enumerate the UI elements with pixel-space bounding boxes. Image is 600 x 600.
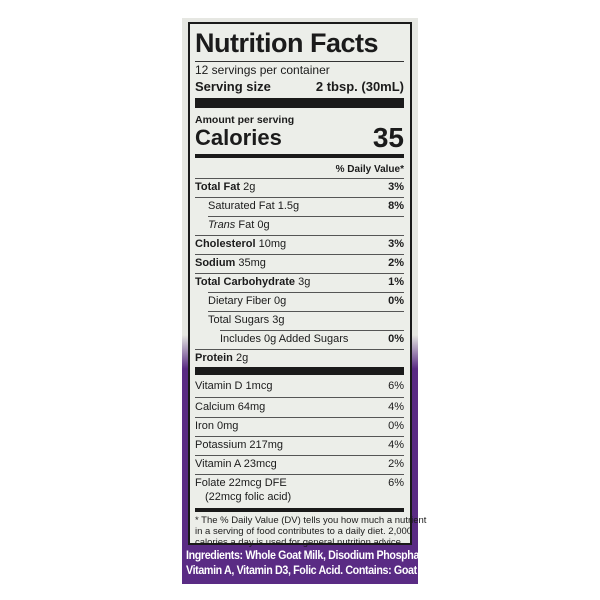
nutrient-dv: 0% bbox=[388, 295, 404, 307]
thick-divider bbox=[195, 98, 404, 108]
nutrient-label: Includes 0g Added Sugars bbox=[220, 333, 349, 345]
nutrient-label: Saturated Fat bbox=[208, 200, 275, 212]
vitamin-dv: 2% bbox=[388, 458, 404, 470]
servings-per-container: 12 servings per container bbox=[195, 63, 330, 77]
calories-label: Calories bbox=[195, 125, 282, 150]
ingredients-statement: Ingredients: Whole Goat Milk, Disodium P… bbox=[186, 549, 442, 579]
nutrient-amount: Fat 0g bbox=[238, 219, 270, 231]
nutrient-label: Dietary Fiber bbox=[208, 295, 271, 307]
vitamin-row: Folate 22mcg DFE 6% bbox=[195, 477, 404, 490]
nutrient-amount: 10mg bbox=[258, 238, 287, 250]
nutrient-row: Total Sugars 3g bbox=[208, 314, 404, 327]
nutrient-label: Cholesterol bbox=[195, 238, 256, 250]
vitamin-dv: 0% bbox=[388, 420, 404, 432]
nutrient-dv: 3% bbox=[388, 181, 404, 193]
calories-value: 35 bbox=[372, 122, 404, 153]
nutrient-label: Sodium bbox=[195, 257, 236, 269]
nutrient-amount: 1.5g bbox=[277, 200, 300, 212]
vitamin-label: Calcium 64mg bbox=[195, 401, 266, 413]
vitamin-label: Vitamin D 1mcg bbox=[195, 380, 273, 392]
nutrient-row: Total Carbohydrate 3g 1% bbox=[195, 276, 404, 289]
vitamin-dv: 6% bbox=[388, 477, 404, 489]
nutrient-dv: 2% bbox=[388, 257, 404, 269]
serving-size: Serving size 2 tbsp. (30mL) bbox=[195, 79, 404, 94]
nutrient-amount: 0g bbox=[274, 295, 287, 307]
nutrient-amount: 3g bbox=[298, 276, 311, 288]
footnote-line: calories a day is used for general nutri… bbox=[195, 537, 404, 548]
nutrient-dv: 0% bbox=[388, 333, 404, 345]
nutrient-amount: 35mg bbox=[238, 257, 266, 269]
ingredients-line: Ingredients: Whole Goat Milk, Disodium P… bbox=[186, 550, 431, 562]
vitamin-row: Vitamin A 23mcg 2% bbox=[195, 458, 404, 471]
serving-size-label: Serving size bbox=[195, 79, 271, 94]
vitamin-label: Potassium 217mg bbox=[195, 439, 284, 451]
medium-divider bbox=[195, 154, 404, 158]
nutrient-row: Includes 0g Added Sugars 0% bbox=[220, 333, 404, 346]
nutrient-amount: 2g bbox=[243, 181, 256, 193]
footnote-line: in a serving of food contributes to a da… bbox=[195, 526, 413, 537]
vitamin-row: Potassium 217mg 4% bbox=[195, 439, 404, 452]
nutrient-label: Total Fat bbox=[195, 181, 241, 193]
nutrient-row: Trans Fat 0g bbox=[208, 219, 404, 232]
ingredients-line: Vitamin A, Vitamin D3, Folic Acid. Conta… bbox=[186, 565, 442, 577]
amount-per-serving: Amount per serving bbox=[195, 114, 295, 126]
nutrient-row: Total Fat 2g 3% bbox=[195, 181, 404, 194]
nutrient-row: Dietary Fiber 0g 0% bbox=[208, 295, 404, 308]
vitamin-row: Vitamin D 1mcg 6% bbox=[195, 380, 404, 393]
vitamin-dv: 4% bbox=[388, 401, 404, 413]
nutrient-dv: 1% bbox=[388, 276, 404, 288]
footnote-line: * The % Daily Value (DV) tells you how m… bbox=[195, 515, 427, 526]
calories-row: Calories 35 bbox=[195, 122, 404, 153]
nutrient-amount: 3g bbox=[272, 314, 285, 326]
nutrient-row: Sodium 35mg 2% bbox=[195, 257, 404, 270]
nutrient-row: Cholesterol 10mg 3% bbox=[195, 238, 404, 251]
vitamin-dv: 4% bbox=[388, 439, 404, 451]
medium-divider bbox=[195, 508, 404, 512]
vitamin-row: Calcium 64mg 4% bbox=[195, 401, 404, 414]
vitamin-row: Iron 0mg 0% bbox=[195, 420, 404, 433]
serving-size-value: 2 tbsp. (30mL) bbox=[315, 79, 404, 94]
thick-divider bbox=[195, 367, 404, 375]
vitamin-label: Folate 22mcg DFE bbox=[195, 477, 287, 489]
nutrient-dv: 3% bbox=[388, 238, 404, 250]
nutrient-label: Total Carbohydrate bbox=[195, 276, 296, 288]
daily-value-header-text: % Daily Value* bbox=[335, 164, 404, 175]
nutrient-label: Protein bbox=[195, 352, 233, 364]
nutrient-row: Protein 2g bbox=[195, 352, 404, 365]
vitamin-dv: 6% bbox=[388, 380, 404, 392]
nutrient-dv: 8% bbox=[388, 200, 404, 212]
nutrition-facts-label: Nutrition Facts 12 servings per containe… bbox=[188, 22, 427, 548]
vitamin-sub: (22mcg folic acid) bbox=[205, 491, 292, 503]
nutrient-label: Trans bbox=[208, 219, 236, 231]
vitamin-label: Vitamin A 23mcg bbox=[195, 458, 277, 470]
vitamin-label: Iron 0mg bbox=[195, 420, 239, 432]
label-title: Nutrition Facts bbox=[195, 28, 379, 58]
nutrient-amount: 2g bbox=[235, 352, 249, 364]
nutrient-label: Total Sugars bbox=[208, 314, 270, 326]
nutrient-row: Saturated Fat 1.5g 8% bbox=[208, 200, 404, 213]
